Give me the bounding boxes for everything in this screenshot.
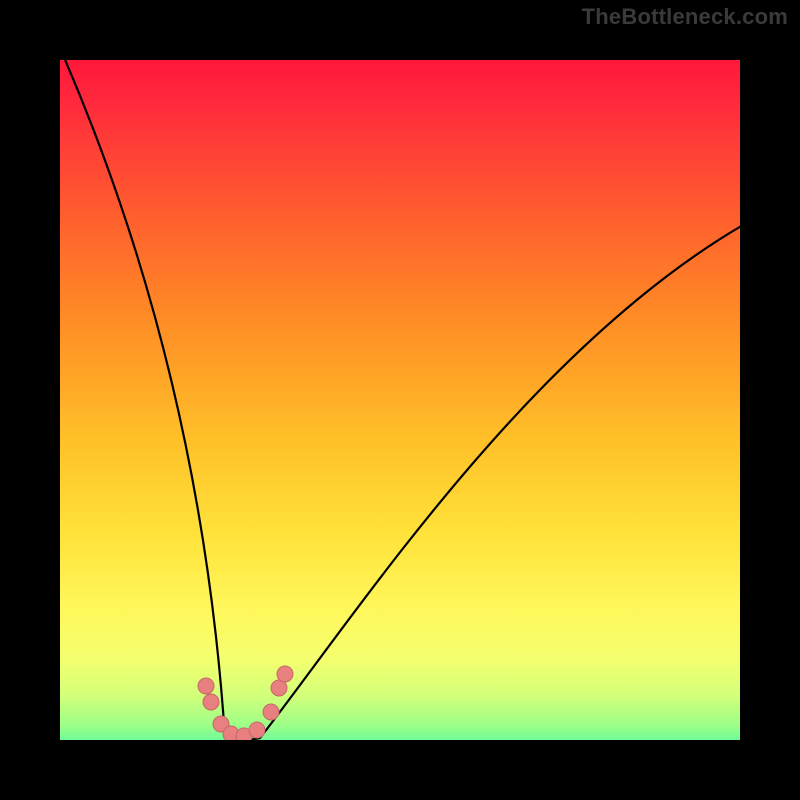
bottleneck-chart: [0, 0, 800, 800]
data-point: [198, 678, 214, 694]
watermark-text: TheBottleneck.com: [582, 4, 788, 30]
data-point: [263, 704, 279, 720]
data-point: [203, 694, 219, 710]
data-point: [249, 722, 265, 738]
data-point: [277, 666, 293, 682]
stage: TheBottleneck.com: [0, 0, 800, 800]
chart-background-gradient: [30, 30, 770, 770]
